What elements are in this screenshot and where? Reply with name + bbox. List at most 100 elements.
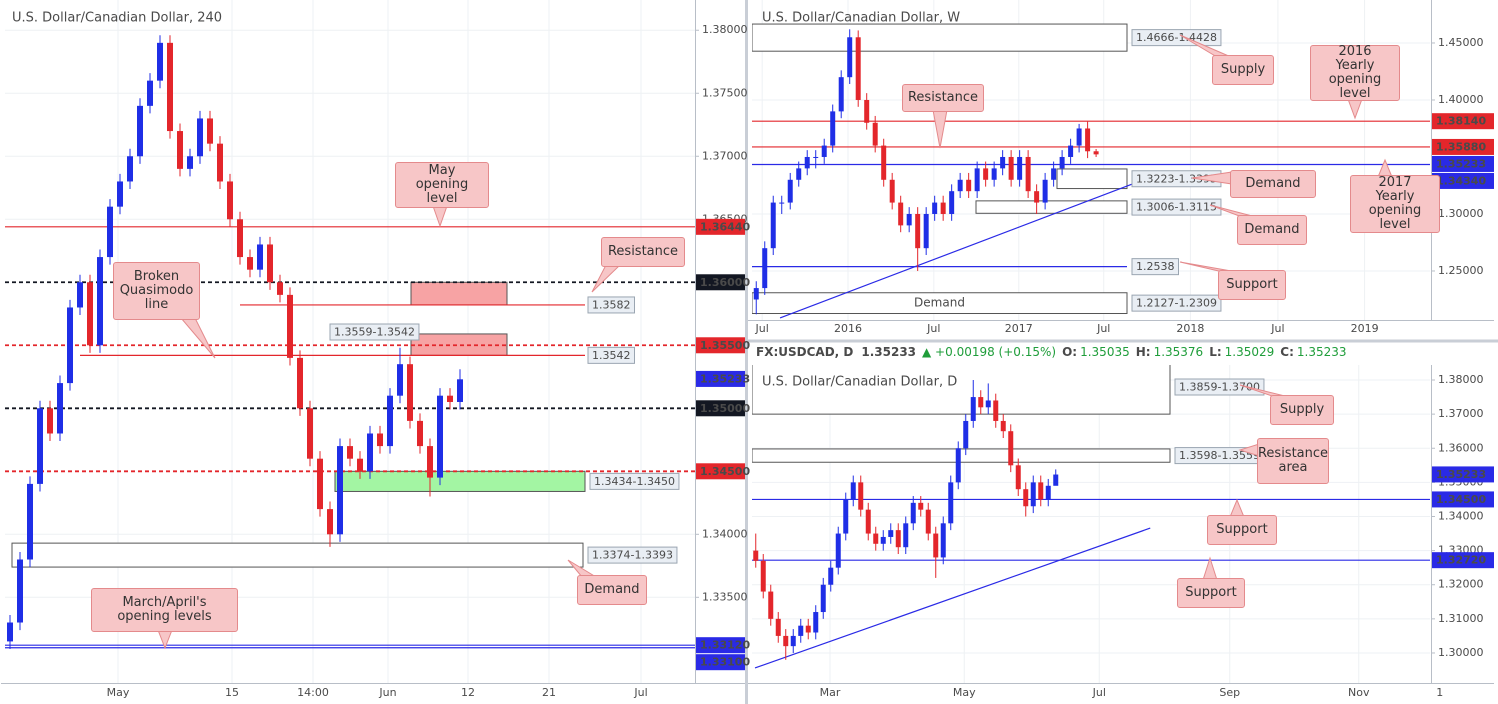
candle-body — [768, 591, 774, 619]
candle-body — [753, 550, 759, 561]
candle-body — [955, 448, 961, 483]
candle-body — [798, 625, 804, 636]
price-label: 1.34500 — [1436, 493, 1486, 506]
trendline — [779, 182, 1136, 319]
candle-body — [775, 618, 781, 636]
ohlc-value: 1.35029 — [1225, 345, 1275, 359]
candle-body — [327, 509, 333, 535]
candle-body — [888, 530, 894, 537]
label-box — [1131, 258, 1179, 276]
price-label: 1.38140 — [1436, 115, 1486, 128]
label-box — [1174, 378, 1265, 396]
candle-body — [197, 118, 203, 157]
zone — [11, 542, 584, 568]
chart-title: U.S. Dollar/Canadian Dollar, D — [762, 375, 957, 390]
y-tick-label: 1.34000 — [1438, 509, 1484, 522]
candle-body — [227, 181, 233, 220]
price-label-box — [1432, 491, 1494, 508]
candle-body — [872, 122, 878, 146]
price-label: 1.35233 — [700, 372, 750, 385]
candle-body — [1025, 156, 1031, 192]
candle-body — [17, 559, 23, 623]
symbol-header: FX:USDCAD, D 1.35233 ▲ +0.00198 (+0.15%) O:… — [756, 345, 1347, 359]
candle-body — [347, 446, 353, 459]
candle-body — [880, 536, 886, 544]
price-label: 1.3006-1.3115 — [1136, 201, 1217, 214]
x-tick-label: Jul — [1096, 322, 1110, 335]
callout: Resistance — [902, 84, 984, 112]
callout: May opening level — [395, 162, 489, 208]
label-box — [587, 296, 635, 314]
candle-body — [447, 395, 453, 402]
price-label: 1.33100 — [700, 656, 750, 669]
candle-body — [27, 483, 33, 560]
x-tick-label: Sep — [1219, 686, 1240, 699]
candle-body — [117, 181, 123, 207]
candle-body — [127, 156, 133, 182]
candle-body — [762, 248, 768, 289]
plot-area — [752, 365, 1430, 683]
price-label-box — [696, 400, 745, 417]
candle-body — [948, 482, 954, 524]
candle-body — [1000, 156, 1006, 169]
label-box — [329, 323, 420, 341]
price-label: 1.3542 — [592, 349, 631, 362]
ohlc-value: 1.35233 — [1297, 345, 1347, 359]
y-tick-label: 1.45000 — [1438, 36, 1484, 49]
candle-body — [889, 179, 895, 203]
price-label-box — [1432, 466, 1494, 483]
y-tick-label: 1.30000 — [1438, 207, 1484, 220]
plot-area: Demand — [752, 0, 1430, 320]
zone — [410, 281, 508, 306]
callout: March/April's opening levels — [91, 588, 238, 632]
candle-body — [932, 202, 938, 214]
candle-body — [957, 179, 963, 192]
candle-body — [1017, 156, 1023, 180]
price-axis: 1.380001.370001.360001.350001.340001.330… — [1432, 373, 1484, 659]
ohlc-value: 1.35035 — [1080, 345, 1130, 359]
zone-text: Demand — [914, 296, 965, 310]
price-label: 1.2127-1.2309 — [1136, 297, 1217, 310]
candle-body — [843, 499, 849, 534]
candle-body — [337, 446, 343, 535]
x-tick-label: Jul — [1092, 686, 1106, 699]
candle-body — [257, 244, 263, 270]
candle-body — [783, 635, 789, 647]
candle-body — [933, 533, 939, 558]
candle-body — [167, 42, 173, 132]
ohlc-key: C: — [1280, 345, 1294, 359]
candle-body — [357, 458, 363, 472]
ohlc-key: O: — [1062, 345, 1077, 359]
candle-body — [157, 42, 163, 81]
price-label: 1.35233 — [1436, 468, 1486, 481]
price-change: ▲ +0.00198 (+0.15%) — [922, 345, 1056, 359]
candle-body — [1038, 482, 1044, 500]
x-tick-label: Jun — [378, 686, 396, 699]
ohlc-key: L: — [1209, 345, 1221, 359]
candle-body — [804, 156, 810, 169]
last-price: 1.35233 — [861, 345, 916, 359]
zone — [334, 470, 586, 492]
candle-body — [1076, 128, 1082, 146]
chart-panel: 1.380001.370001.360001.350001.340001.330… — [748, 345, 1494, 699]
label-box — [587, 546, 678, 564]
candle-body — [67, 307, 73, 384]
candle-body — [247, 257, 253, 270]
price-axis: 1.45000 1.40000 1.30000 1.25000 — [1432, 36, 1484, 277]
candle-body — [906, 213, 912, 226]
candle-body — [1053, 474, 1059, 486]
candle-body — [925, 509, 931, 534]
label-box — [1131, 29, 1222, 47]
price-label: 1.32720 — [1436, 554, 1486, 567]
label-box — [589, 472, 680, 490]
candle-body — [397, 364, 403, 396]
x-tick-label: Jul — [926, 322, 940, 335]
price-label-box — [696, 218, 745, 235]
candle-body — [779, 202, 785, 204]
y-tick-label: 1.32000 — [1438, 578, 1484, 591]
candle-body — [1008, 156, 1014, 180]
chart-title: U.S. Dollar/Canadian Dollar, W — [762, 11, 960, 26]
candle-body — [377, 433, 383, 447]
callout: Demand — [577, 575, 647, 605]
